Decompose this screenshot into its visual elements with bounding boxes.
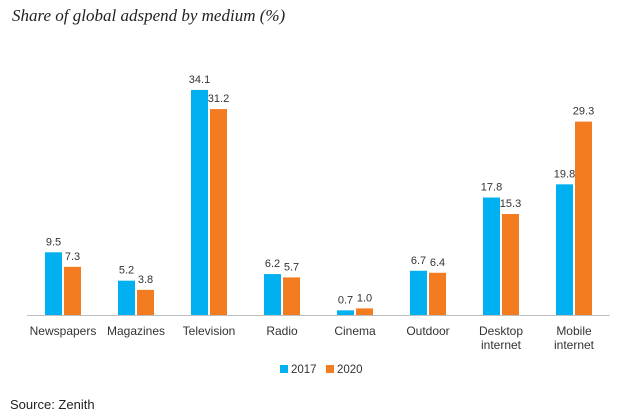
category-label-cinema: Cinema — [334, 324, 376, 338]
legend-label-2017: 2017 — [291, 364, 317, 376]
data-label-2020-desktop-internet: 15.3 — [500, 198, 521, 210]
category-label-mobile-internet-line2: internet — [554, 338, 595, 352]
chart-title: Share of global adspend by medium (%) — [12, 6, 286, 25]
category-label-desktop-internet: Desktop — [479, 324, 523, 338]
data-label-2020-newspapers: 7.3 — [65, 251, 80, 263]
bar-2017-television — [191, 89, 208, 315]
bar-2020-magazines — [137, 289, 154, 315]
data-label-2020-magazines: 3.8 — [138, 274, 153, 286]
data-label-2017-outdoor: 6.7 — [411, 255, 426, 267]
data-label-2020-cinema: 1.0 — [357, 292, 372, 304]
legend-swatch-2020 — [326, 365, 334, 373]
data-label-2017-cinema: 0.7 — [338, 294, 353, 306]
bar-2020-cinema — [356, 308, 373, 315]
bar-2020-television — [210, 109, 227, 315]
data-label-2017-desktop-internet: 17.8 — [481, 182, 502, 194]
legend-label-2020: 2020 — [337, 364, 363, 376]
category-label-newspapers: Newspapers — [30, 324, 97, 338]
category-label-desktop-internet-line2: internet — [481, 338, 522, 352]
bar-2020-radio — [283, 277, 300, 315]
data-label-2017-television: 34.1 — [189, 74, 210, 86]
source-note: Source: Zenith — [10, 397, 95, 412]
bar-2020-outdoor — [429, 272, 446, 315]
data-label-2017-magazines: 5.2 — [119, 265, 134, 277]
data-label-2020-outdoor: 6.4 — [430, 257, 445, 269]
bar-2017-mobile-internet — [556, 184, 573, 315]
bar-2020-desktop-internet — [502, 214, 519, 315]
data-label-2017-mobile-internet: 19.8 — [554, 168, 575, 180]
bar-2020-newspapers — [64, 266, 81, 315]
category-label-television: Television — [183, 324, 236, 338]
bar-2017-cinema — [337, 310, 354, 315]
category-label-outdoor: Outdoor — [406, 324, 449, 338]
legend-swatch-2017 — [280, 365, 288, 373]
bar-2017-newspapers — [45, 252, 62, 315]
data-label-2020-radio: 5.7 — [284, 261, 299, 273]
data-label-2017-radio: 6.2 — [265, 258, 280, 270]
data-label-2017-newspapers: 9.5 — [46, 236, 61, 248]
category-label-radio: Radio — [266, 324, 298, 338]
data-label-2020-television: 31.2 — [208, 93, 229, 105]
bar-2017-magazines — [118, 280, 135, 315]
category-label-mobile-internet: Mobile — [556, 324, 592, 338]
bar-2017-desktop-internet — [483, 197, 500, 315]
bar-2020-mobile-internet — [575, 121, 592, 316]
bar-2017-outdoor — [410, 270, 427, 315]
bar-2017-radio — [264, 274, 281, 315]
category-label-magazines: Magazines — [107, 324, 165, 338]
data-label-2020-mobile-internet: 29.3 — [573, 106, 594, 118]
